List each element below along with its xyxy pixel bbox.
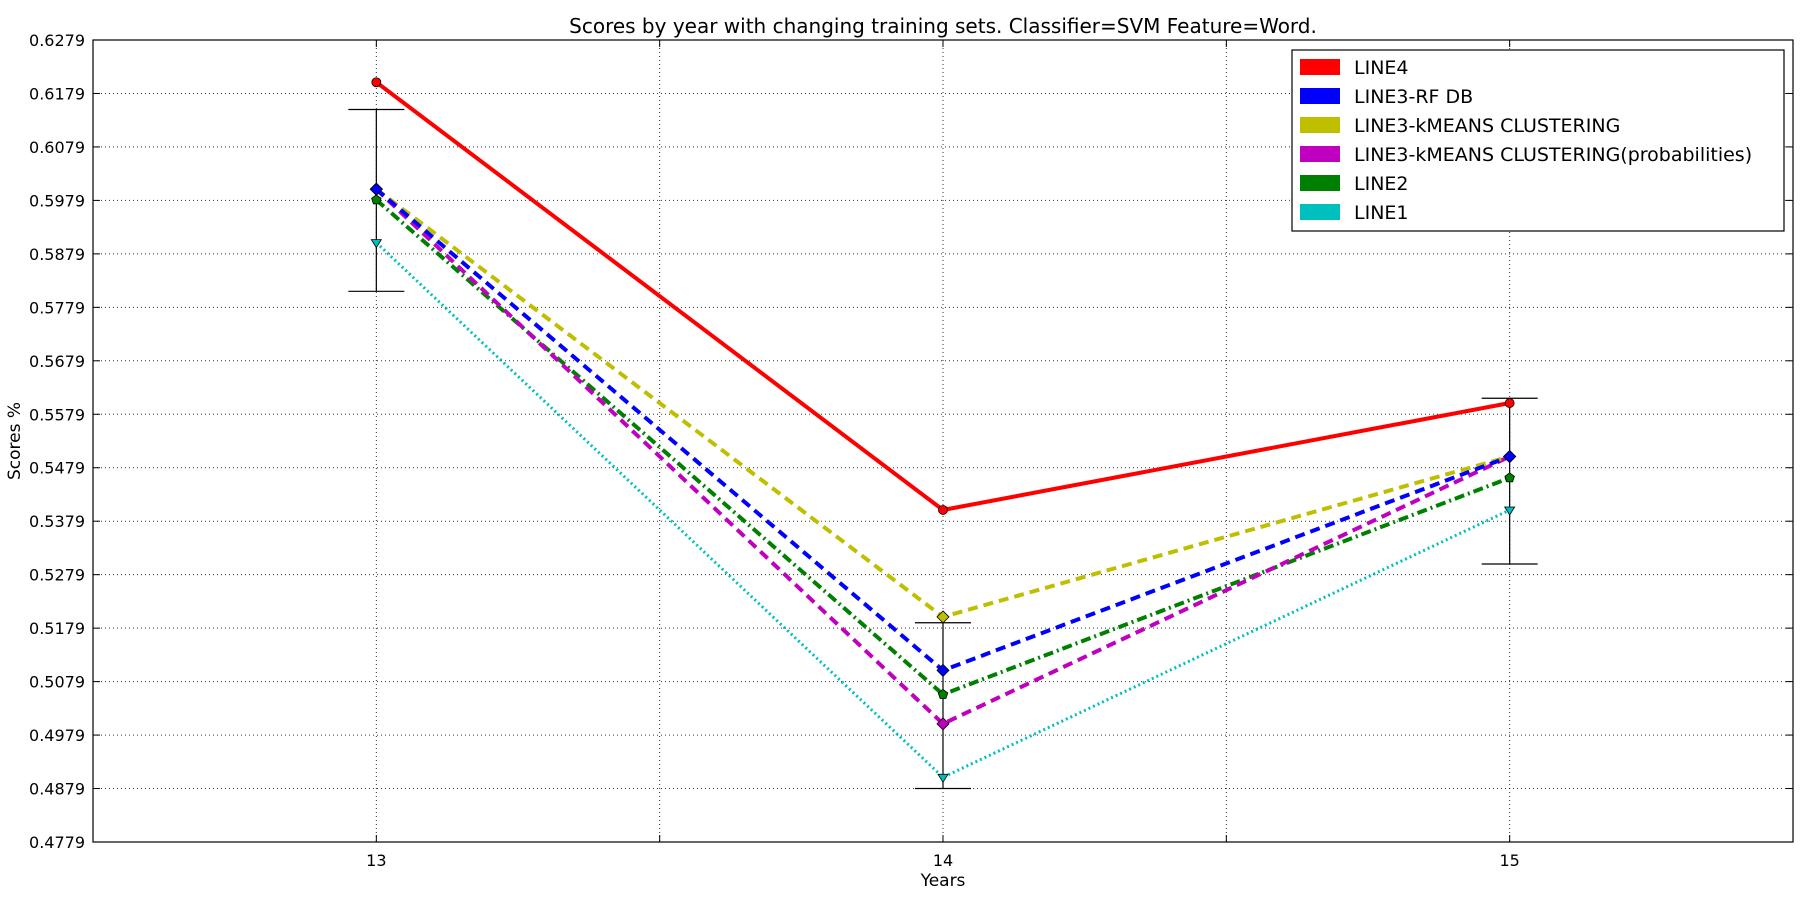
y-tick-label: 0.5279 [29, 566, 85, 585]
y-tick-label: 0.6279 [29, 31, 85, 50]
data-point-0-1 [938, 505, 948, 515]
y-tick-label: 0.4879 [29, 780, 85, 799]
data-point-0-2 [1504, 398, 1515, 408]
y-axis-title: Scores % [5, 402, 25, 480]
y-tick-label: 0.4979 [29, 726, 85, 745]
legend-label-4: LINE2 [1354, 173, 1409, 195]
y-tick-label: 0.5979 [29, 191, 85, 210]
legend-swatch-2 [1300, 117, 1340, 133]
y-tick-label: 0.5179 [29, 619, 85, 638]
y-tick-label: 0.5879 [29, 245, 85, 264]
data-point-4-2 [1504, 472, 1515, 483]
data-point-3-1 [936, 717, 950, 731]
y-tick-label: 0.5579 [29, 405, 85, 424]
y-tick-label: 0.5779 [29, 298, 85, 317]
series-0 [371, 77, 1515, 515]
legend-label-0: LINE4 [1354, 57, 1409, 79]
x-tick-label: 13 [366, 851, 386, 870]
data-point-4-0 [371, 194, 382, 205]
legend-swatch-5 [1300, 204, 1340, 220]
legend-label-3: LINE3-kMEANS CLUSTERING(probabilities) [1354, 144, 1752, 166]
legend-swatch-0 [1300, 59, 1340, 75]
ticks-layer: 0.4779 0.4879 0.4979 0.5079 0.5179 0.5279 0.53… [29, 31, 1794, 870]
x-axis-title: Years [920, 871, 966, 891]
legend-swatch-1 [1300, 88, 1340, 104]
y-tick-label: 0.6079 [29, 138, 85, 157]
legend-label-2: LINE3-kMEANS CLUSTERING [1354, 115, 1620, 137]
y-tick-label: 0.6179 [29, 84, 85, 103]
data-point-1-0 [369, 182, 383, 196]
y-tick-label: 0.5379 [29, 512, 85, 531]
series-5 [370, 239, 1516, 784]
legend: LINE4 LINE3-RF DB LINE3-kMEANS CLUSTERING L… [1291, 49, 1785, 232]
y-tick-label: 0.5679 [29, 352, 85, 371]
series-line-3 [374, 187, 1511, 726]
data-point-5-2 [1503, 506, 1516, 516]
series-4 [371, 194, 1515, 699]
data-point-5-0 [370, 239, 383, 249]
x-tick-label: 14 [933, 851, 953, 870]
series-line-5 [375, 241, 1511, 779]
data-point-1-1 [936, 663, 950, 677]
x-tick-label: 15 [1499, 851, 1519, 870]
legend-label-5: LINE1 [1354, 202, 1409, 224]
legend-swatch-3 [1300, 146, 1340, 162]
chart-title: Scores by year with changing training se… [569, 14, 1317, 38]
series-line-1 [375, 187, 1511, 673]
series-1 [369, 182, 1517, 677]
data-point-1-2 [1503, 449, 1517, 464]
legend-swatch-4 [1300, 175, 1340, 191]
legend-label-1: LINE3-RF DB [1354, 86, 1473, 108]
y-tick-label: 0.5479 [29, 459, 85, 478]
data-point-2-1 [936, 610, 950, 624]
series-layer [369, 77, 1517, 784]
data-point-5-1 [937, 773, 949, 784]
y-tick-label: 0.5079 [29, 673, 85, 692]
data-point-4-1 [937, 688, 949, 699]
legend-box [1291, 49, 1785, 232]
data-point-0-0 [371, 77, 382, 88]
y-tick-label: 0.4779 [29, 833, 85, 852]
